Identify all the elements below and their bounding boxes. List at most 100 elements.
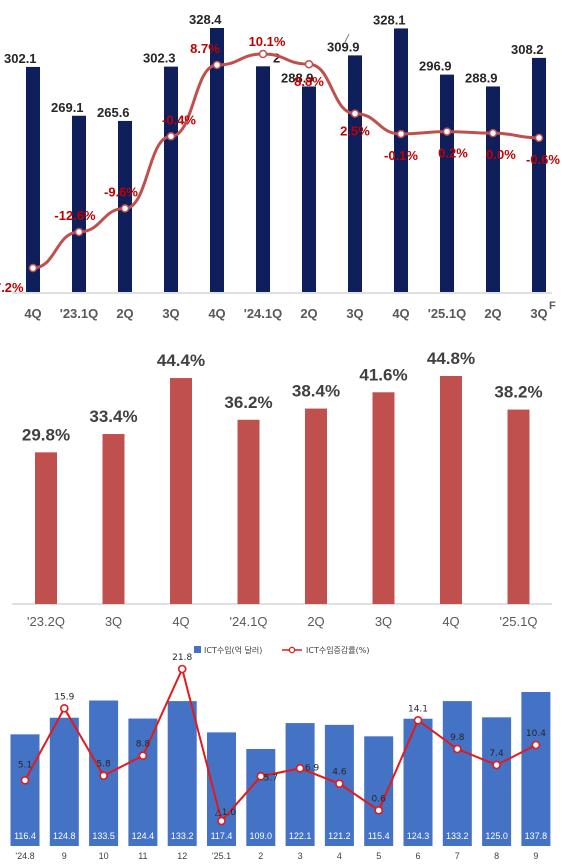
chart2-bar bbox=[372, 392, 395, 604]
chart3-bar-value: 137.8 bbox=[525, 831, 548, 841]
chart1-growth-point bbox=[166, 132, 176, 141]
chart1-bar-label: 265.6 bbox=[97, 105, 130, 120]
chart1-growth-label: 0.2% bbox=[438, 146, 468, 161]
chart1-growth-point bbox=[28, 263, 38, 273]
chart3-bar-value: 115.4 bbox=[368, 831, 390, 841]
chart3-growth-point bbox=[295, 764, 305, 773]
chart3-growth-label: 5.8 bbox=[96, 760, 111, 770]
chart1-growth-point bbox=[396, 129, 406, 139]
chart3-category-label: 7 bbox=[455, 851, 460, 861]
chart1-category-label: '24.1Q bbox=[244, 306, 283, 321]
chart3-bar-value: 121.2 bbox=[328, 831, 351, 841]
chart3-category-label: 10 bbox=[99, 851, 109, 861]
chart2-category-label: '25.1Q bbox=[500, 614, 538, 629]
chart3-category-label: 9 bbox=[62, 851, 67, 861]
chart2-value-label: 36.2% bbox=[224, 393, 272, 412]
chart1-category-label: 2Q bbox=[116, 306, 133, 321]
chart3-bar-value: 133.2 bbox=[171, 831, 194, 841]
chart1-bar bbox=[256, 66, 270, 292]
chart1-bar bbox=[440, 74, 454, 292]
chart1-category-label: 2Q bbox=[300, 306, 317, 321]
chart2-bar bbox=[305, 408, 327, 604]
chart2-category-label: '24.1Q bbox=[230, 614, 268, 629]
chart2-category-label: 3Q bbox=[375, 614, 392, 629]
chart3-growth-point bbox=[256, 772, 266, 781]
chart1-category-label: 2Q bbox=[484, 306, 501, 321]
chart2-category-label: '23.2Q bbox=[27, 614, 65, 629]
chart1-bar bbox=[210, 28, 224, 292]
chart1-bar-label: 328.1 bbox=[373, 12, 406, 27]
chart3-growth-point bbox=[531, 740, 541, 750]
chart1-growth-label: 2.5% bbox=[340, 124, 370, 139]
chart1-growth-label: -17.2% bbox=[0, 280, 24, 295]
chart2-value-label: 38.4% bbox=[292, 382, 340, 401]
chart1-growth-line bbox=[32, 52, 540, 270]
chart2-bar bbox=[507, 409, 530, 604]
chart1-bar bbox=[302, 86, 316, 292]
chart3-growth-label: △1.0 bbox=[215, 808, 237, 818]
chart3-bar bbox=[403, 718, 433, 846]
chart1-growth-point bbox=[212, 60, 222, 70]
chart3-legend-line-marker bbox=[288, 646, 296, 654]
chart3-bar bbox=[10, 734, 40, 846]
chart3-growth-point bbox=[20, 776, 30, 785]
chart1-bar-label: 288.9 bbox=[281, 70, 314, 85]
chart3-category-label: 4 bbox=[337, 851, 342, 861]
chart2-value-label: 44.8% bbox=[427, 349, 475, 368]
chart1-growth-label: 0.0% bbox=[486, 147, 516, 162]
chart3-growth-label: 7.4 bbox=[489, 749, 504, 759]
chart1-bar bbox=[164, 66, 178, 292]
chart3-category-label: 5 bbox=[376, 851, 381, 861]
chart3-growth-label: 10.4 bbox=[526, 729, 546, 739]
chart1-bar-label: 269.1 bbox=[51, 100, 84, 115]
chart2-bar bbox=[237, 419, 260, 604]
chart1-bar-label: 302.1 bbox=[4, 51, 37, 66]
chart2-category-label: 4Q bbox=[442, 614, 459, 629]
chart3-bar bbox=[246, 749, 276, 846]
chart3-category-label: 12 bbox=[177, 851, 187, 861]
chart2-category-label: 3Q bbox=[105, 614, 122, 629]
chart3-category-label: '24.8 bbox=[15, 851, 34, 861]
chart3-bar bbox=[285, 723, 315, 846]
chart3-growth-label: 6.9 bbox=[305, 763, 320, 773]
chart1-growth-label: -12.6% bbox=[54, 208, 96, 223]
chart3-growth-label: 0.6 bbox=[372, 794, 387, 804]
chart1-bar-label: 2 bbox=[273, 50, 280, 65]
chart1-growth-label: 8.8% bbox=[294, 74, 324, 89]
chart3-bar-value: 133.2 bbox=[446, 831, 469, 841]
chart3-growth-point bbox=[177, 664, 187, 674]
chart1-category-label: '25.1Q bbox=[428, 306, 467, 321]
chart1-bar-label: 302.3 bbox=[143, 51, 176, 66]
chart1-category-label: 4Q bbox=[208, 306, 225, 321]
chart3-category-label: 8 bbox=[494, 851, 499, 861]
chart1-category-label: '23.1Q bbox=[60, 306, 99, 321]
chart3-bar-value: 124.4 bbox=[132, 831, 155, 841]
chart1-forecast-superscript: F bbox=[549, 300, 556, 312]
chart3-growth-label: 21.8 bbox=[172, 653, 192, 663]
chart3-legend-line-label: ICT수입증감률(%) bbox=[306, 645, 369, 655]
chart3-bar-value: 133.5 bbox=[92, 831, 115, 841]
chart2-value-label: 38.2% bbox=[494, 383, 542, 402]
chart1-category-label: 4Q bbox=[392, 306, 409, 321]
chart1-bar bbox=[26, 66, 40, 292]
chart1-bar bbox=[532, 57, 546, 292]
chart1-growth-label: -0.4% bbox=[162, 112, 196, 127]
chart1-growth-point bbox=[350, 109, 360, 118]
chart2-bar bbox=[102, 434, 125, 604]
chart3-bar-value: 122.1 bbox=[289, 831, 312, 841]
chart1-growth-point bbox=[304, 59, 314, 69]
chart3-bar-value: 124.8 bbox=[53, 831, 76, 841]
chart1-growth-point bbox=[258, 49, 268, 59]
chart1-growth-label: -9.6% bbox=[104, 184, 138, 199]
chart3-bar bbox=[482, 717, 512, 846]
chart1-growth-label: -0.1% bbox=[384, 148, 418, 163]
chart3-bar bbox=[364, 736, 394, 846]
chart3-growth-label: 5.1 bbox=[18, 760, 32, 770]
chart3-growth-point bbox=[374, 806, 384, 815]
chart-1-quarterly-exports: 302.1 4Q 269.1 '23.1Q 265.6 2Q 302.3 3Q 328.4 4Q 2… bbox=[0, 12, 560, 321]
chart2-bar bbox=[170, 378, 192, 604]
chart2-bar bbox=[440, 376, 462, 604]
chart3-growth-point bbox=[138, 751, 148, 760]
chart3-growth-label: 15.9 bbox=[54, 692, 74, 702]
